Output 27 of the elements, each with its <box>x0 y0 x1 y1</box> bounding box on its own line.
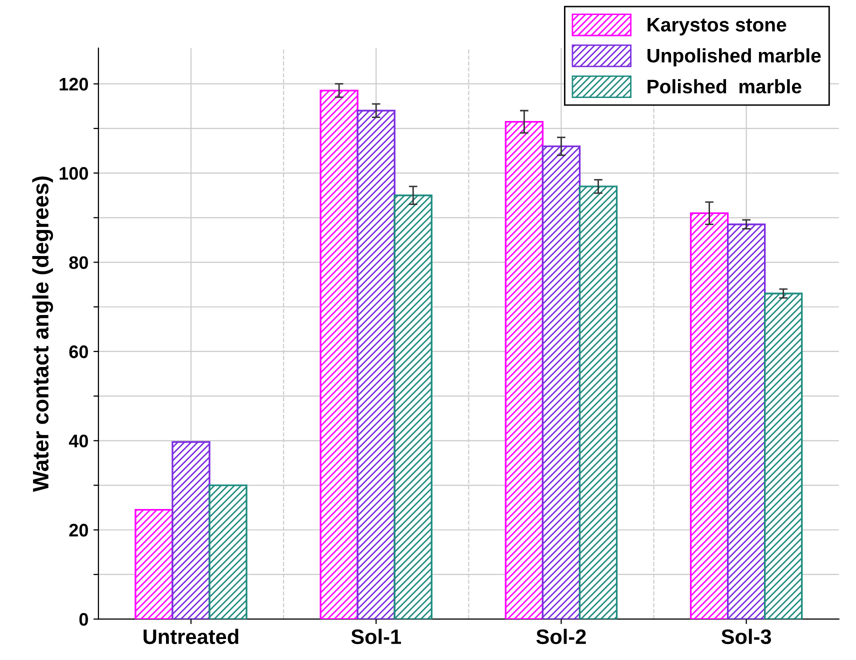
y-tick-label: 20 <box>69 524 88 537</box>
legend-label: Karystos stone <box>648 18 786 36</box>
legend-label: Unpolished marble <box>648 48 821 66</box>
y-tick-label: 80 <box>69 256 88 269</box>
y-tick-label: 0 <box>79 613 88 626</box>
bar <box>578 186 618 620</box>
x-tick-label: Sol-1 <box>351 628 401 644</box>
x-tick-label: Sol-2 <box>536 628 586 644</box>
bar <box>172 441 210 620</box>
x-tick-label: Sol-3 <box>721 628 772 644</box>
y-tick-label: 60 <box>69 345 88 358</box>
y-axis-title: Water contact angle (degrees) <box>32 176 54 492</box>
bar <box>208 484 248 620</box>
y-tick-label: 120 <box>60 78 88 91</box>
bar <box>542 145 581 620</box>
bar <box>690 212 729 620</box>
y-tick-label: 40 <box>68 434 88 448</box>
bar <box>134 508 174 620</box>
legend-label: Polished marble <box>648 79 802 94</box>
x-tick-label: Untreated <box>144 628 238 644</box>
bar <box>726 224 766 620</box>
y-tick-label: 100 <box>60 167 88 180</box>
bar <box>320 90 358 620</box>
bar <box>394 194 432 620</box>
bar <box>764 292 803 620</box>
bar <box>356 110 396 620</box>
bar <box>504 120 544 620</box>
